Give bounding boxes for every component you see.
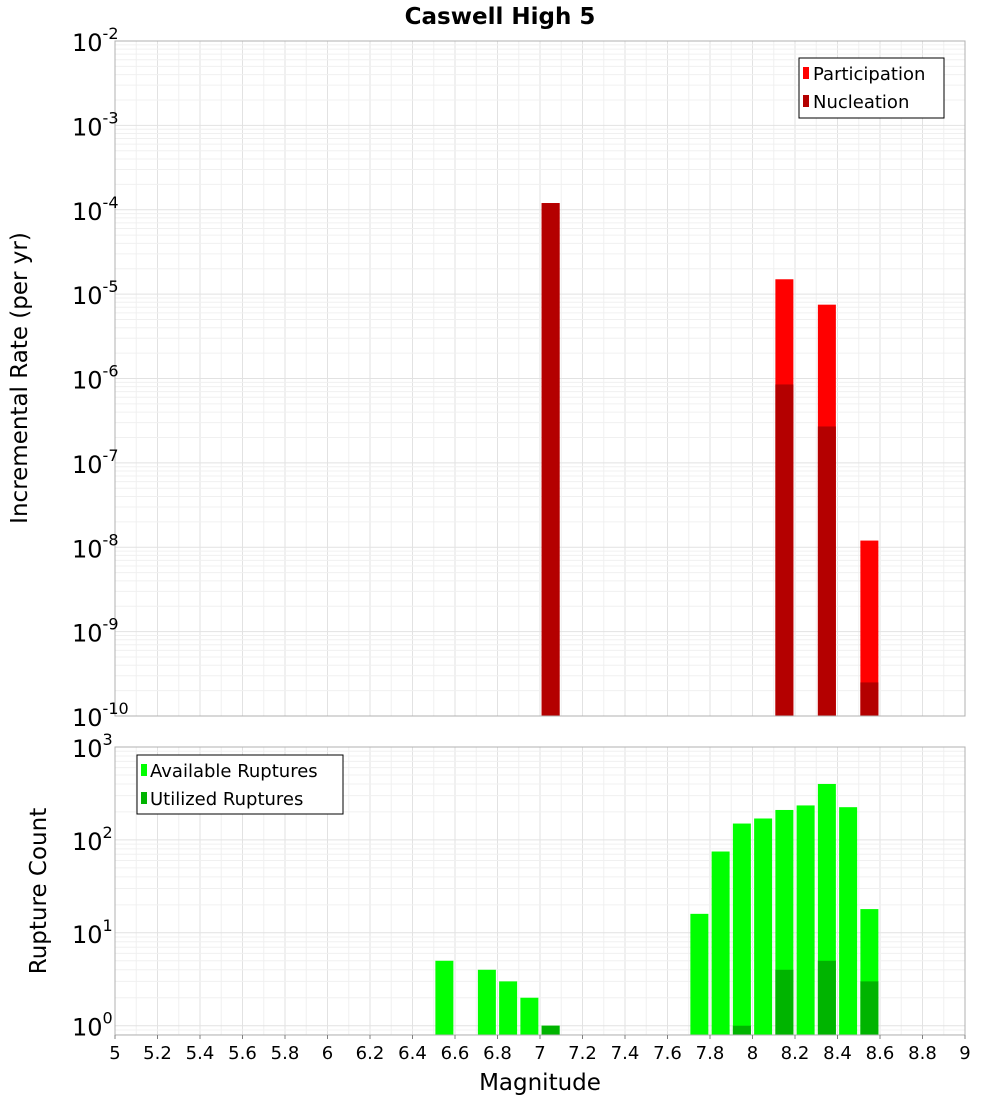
legend-swatch-utilized-ruptures	[141, 792, 147, 804]
top-plot-bars	[541, 203, 879, 716]
x-tick-label: 6.2	[356, 1043, 385, 1064]
bar-utilized-ruptures	[775, 969, 794, 1035]
chart-title: Caswell High 5	[405, 4, 596, 30]
x-tick-label: 8.6	[866, 1043, 895, 1064]
top-legend-box	[798, 57, 945, 119]
x-tick-label: 7	[534, 1043, 545, 1064]
x-tick-label: 8.2	[781, 1043, 810, 1064]
rupture-count-plot: 103 102 101 100 5 5.2 5.4 5.6 5.8 6 6.2 6.4 6.6 6.8 7…	[26, 730, 971, 1096]
top-y-axis-label: Incremental Rate (per yr)	[7, 232, 33, 524]
top-plot-y-ticks: 10-2 10-3 10-4 10-5 10-6 10-7 10-8 10-9 10-10	[72, 24, 129, 732]
bottom-y-tick-label: 101	[72, 916, 113, 949]
x-tick-label: 7.2	[568, 1043, 597, 1064]
top-y-tick-label: 10-7	[72, 446, 119, 479]
bar-utilized-ruptures	[732, 1025, 751, 1035]
bar-nucleation	[817, 426, 836, 716]
top-y-tick-label: 10-5	[72, 277, 119, 310]
x-axis-label: Magnitude	[479, 1070, 601, 1096]
bar-utilized-ruptures	[860, 981, 879, 1035]
top-y-tick-label: 10-9	[72, 615, 119, 648]
top-y-tick-label: 10-4	[72, 193, 119, 226]
bar-available-ruptures	[435, 960, 454, 1035]
bar-utilized-ruptures	[541, 1025, 560, 1035]
x-tick-label: 5.8	[271, 1043, 300, 1064]
legend-label-utilized-ruptures: Utilized Ruptures	[150, 789, 303, 810]
top-y-tick-label: 10-6	[72, 362, 119, 395]
bar-nucleation	[775, 384, 794, 716]
x-tick-label: 6.6	[441, 1043, 470, 1064]
bottom-y-tick-label: 102	[72, 823, 113, 856]
bottom-y-tick-label: 103	[72, 730, 113, 763]
bar-available-ruptures	[711, 851, 730, 1035]
bottom-legend: Available Ruptures Utilized Ruptures	[136, 754, 344, 815]
bar-nucleation	[541, 203, 560, 716]
bar-available-ruptures	[520, 997, 539, 1035]
bottom-y-axis-label: Rupture Count	[26, 808, 52, 974]
x-tick-label: 8.4	[823, 1043, 852, 1064]
legend-swatch-participation	[803, 67, 809, 79]
bottom-plot-bars	[435, 783, 879, 1035]
bar-nucleation	[860, 682, 879, 716]
x-tick-label: 6.8	[483, 1043, 512, 1064]
top-y-tick-label: 10-2	[72, 24, 119, 57]
x-tick-label: 6.4	[398, 1043, 427, 1064]
x-tick-label: 9	[959, 1043, 970, 1064]
x-tick-label: 5.4	[186, 1043, 215, 1064]
top-y-tick-label: 10-8	[72, 530, 119, 563]
x-tick-label: 7.4	[611, 1043, 640, 1064]
bottom-plot-x-ticks: 5 5.2 5.4 5.6 5.8 6 6.2 6.4 6.6 6.8 7 7.2 7.4 7.6 7.8 8…	[109, 1035, 971, 1064]
top-legend: Participation Nucleation	[798, 57, 945, 119]
x-tick-label: 5.2	[143, 1043, 172, 1064]
top-plot-grid	[114, 41, 966, 717]
top-y-tick-label: 10-3	[72, 108, 119, 141]
x-tick-label: 6	[322, 1043, 333, 1064]
legend-label-nucleation: Nucleation	[813, 92, 909, 113]
legend-swatch-available-ruptures	[141, 764, 147, 776]
bottom-plot-y-ticks: 103 102 101 100	[72, 730, 113, 1042]
legend-label-participation: Participation	[813, 64, 925, 85]
bar-available-ruptures	[690, 913, 709, 1035]
bar-available-ruptures	[754, 818, 773, 1035]
bottom-y-tick-label: 100	[72, 1009, 113, 1042]
bar-utilized-ruptures	[817, 960, 836, 1035]
bar-participation	[860, 540, 879, 716]
incremental-rate-plot: 10-2 10-3 10-4 10-5 10-6 10-7 10-8 10-9 10-10 In…	[7, 24, 966, 732]
bar-available-ruptures	[499, 981, 518, 1035]
x-tick-label: 8.8	[908, 1043, 937, 1064]
x-tick-label: 5	[109, 1043, 120, 1064]
bar-available-ruptures	[839, 807, 858, 1035]
x-tick-label: 7.6	[653, 1043, 682, 1064]
bar-available-ruptures	[477, 969, 496, 1035]
x-tick-label: 8	[747, 1043, 758, 1064]
x-tick-label: 5.6	[228, 1043, 257, 1064]
x-tick-label: 7.8	[696, 1043, 725, 1064]
top-y-tick-label: 10-10	[72, 699, 129, 732]
bar-available-ruptures	[796, 805, 815, 1035]
legend-label-available-ruptures: Available Ruptures	[150, 761, 318, 782]
bar-available-ruptures	[732, 823, 751, 1035]
legend-swatch-nucleation	[803, 95, 809, 107]
top-plot-frame	[114, 40, 966, 717]
bottom-legend-box	[136, 754, 344, 815]
